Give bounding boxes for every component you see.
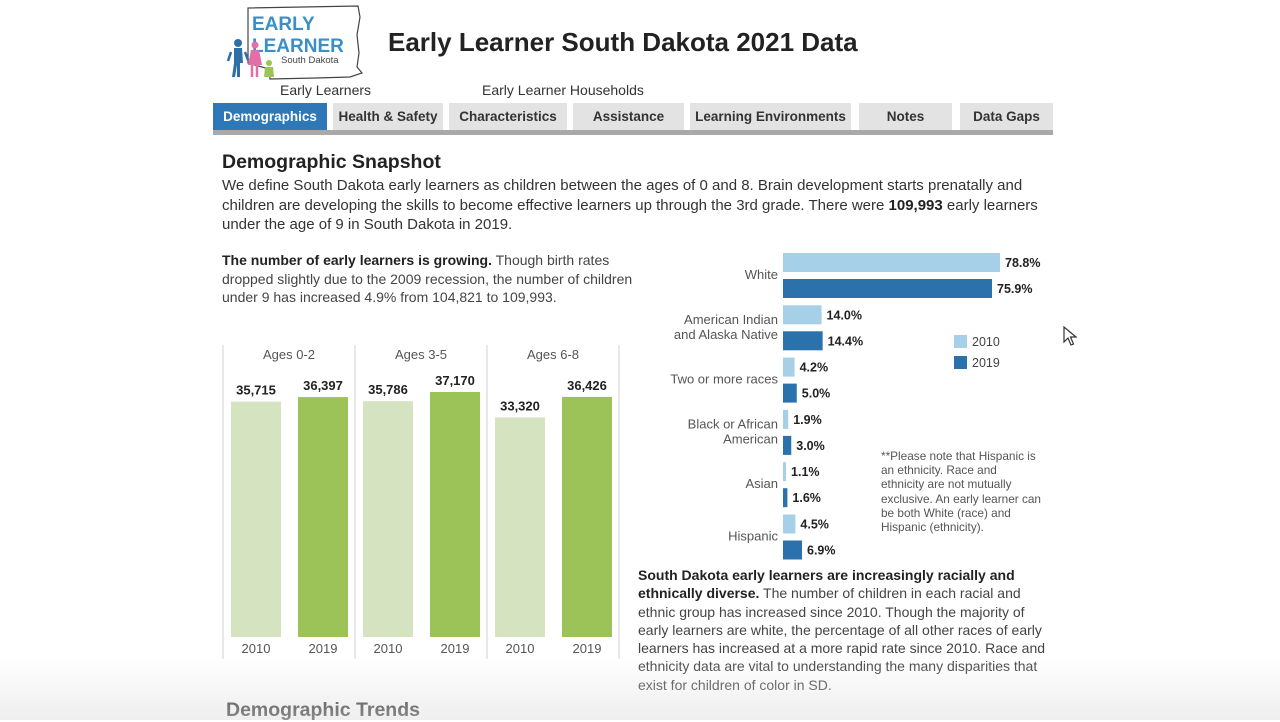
link-early-learner-households[interactable]: Early Learner Households (482, 82, 644, 98)
bar-2010 (783, 357, 795, 377)
bar-percent-label: 1.6% (792, 491, 821, 505)
tab-bar-underline (213, 130, 1053, 135)
bar-2019 (783, 331, 823, 351)
bar-percent-label: 3.0% (796, 439, 825, 453)
category-label: and Alaska Native (674, 327, 778, 342)
bar-ages-0-2-2010 (231, 401, 281, 637)
bar-2019 (783, 488, 788, 508)
link-early-learners[interactable]: Early Learners (280, 82, 372, 98)
panel-label: Ages 0-2 (263, 347, 315, 362)
category-label: Two or more races (670, 372, 778, 387)
growth-body: Though birth rates dropped slightly due … (222, 252, 633, 305)
year-tick-label: 2019 (573, 641, 602, 656)
year-tick-label: 2019 (441, 641, 470, 656)
bar-percent-label: 75.9% (997, 282, 1032, 296)
bar-percent-label: 78.8% (1005, 256, 1040, 270)
intro-text-end: early learners under the age of 9 in Sou… (222, 196, 1038, 234)
year-tick-label: 2019 (309, 641, 338, 656)
bar-value-label: 37,170 (435, 373, 475, 388)
panel-label: Ages 3-5 (395, 347, 447, 362)
legend-label-2019: 2019 (972, 356, 1000, 370)
logo-word-learner: LEARNER (252, 36, 344, 57)
bar-percent-label: 4.5% (800, 518, 829, 532)
bar-percent-label: 14.0% (827, 308, 862, 322)
bar-2019 (783, 540, 803, 560)
bar-value-label: 35,786 (368, 382, 408, 397)
category-label: Black or African (688, 416, 778, 431)
panel-label: Ages 6-8 (527, 347, 579, 362)
year-tick-label: 2010 (374, 641, 403, 656)
bar-ages-6-8-2010 (495, 417, 545, 637)
bar-2019 (783, 435, 792, 455)
growth-paragraph: The number of early learners is growing.… (222, 251, 642, 307)
bar-2010 (783, 305, 822, 325)
section-title-demographic-snapshot: Demographic Snapshot (222, 151, 441, 173)
bar-2010 (783, 409, 789, 429)
intro-total-count: 109,993 (888, 196, 943, 214)
age-group-bar-chart: Ages 0-2 35,715 2010 36,397 2019 Ages 3-5 35,7… (222, 345, 620, 659)
bar-value-label: 35,715 (236, 383, 276, 398)
logo-word-south-dakota: South Dakota (281, 55, 339, 66)
legend-swatch-2019 (954, 356, 967, 369)
category-label: American Indian (684, 312, 778, 327)
bar-percent-label: 1.1% (791, 465, 820, 479)
bar-2019 (783, 383, 797, 403)
bar-ages-0-2-2019 (298, 397, 348, 637)
tab-learning-environments[interactable]: Learning Environments (690, 103, 851, 130)
category-label: White (745, 267, 778, 282)
intro-text: We define South Dakota early learners as… (222, 177, 1023, 214)
logo-word-early: EARLY (252, 14, 315, 35)
tab-demographics[interactable]: Demographics (213, 103, 327, 130)
category-label: Hispanic (728, 529, 778, 544)
tab-health-safety[interactable]: Health & Safety (333, 103, 443, 130)
early-learner-logo[interactable]: EARLY LEARNER South Dakota (226, 5, 364, 80)
bar-percent-label: 6.9% (807, 544, 836, 558)
diversity-paragraph: South Dakota early learners are increasi… (638, 566, 1058, 694)
year-tick-label: 2010 (506, 641, 535, 656)
snapshot-intro-paragraph: We define South Dakota early learners as… (222, 176, 1052, 235)
hispanic-ethnicity-note: **Please note that Hispanic is an ethnic… (881, 449, 1041, 535)
bar-percent-label: 5.0% (802, 387, 831, 401)
diversity-heading: South Dakota early learners are increasi… (638, 567, 1015, 602)
bar-ages-3-5-2010 (363, 401, 413, 637)
bar-2010 (783, 253, 1000, 272)
bar-ages-3-5-2019 (430, 392, 480, 637)
tab-bar: Demographics Health & Safety Characteris… (213, 103, 1053, 136)
page-title: Early Learner South Dakota 2021 Data (388, 27, 858, 57)
bar-percent-label: 1.9% (793, 413, 822, 427)
bar-2010 (783, 462, 787, 482)
bar-percent-label: 14.4% (828, 334, 863, 348)
tab-characteristics[interactable]: Characteristics (449, 103, 567, 130)
category-label: American (723, 431, 778, 446)
tab-notes[interactable]: Notes (859, 103, 952, 130)
bar-percent-label: 4.2% (800, 361, 829, 375)
category-label: Asian (745, 476, 778, 491)
bar-ages-6-8-2019 (562, 396, 612, 637)
year-tick-label: 2010 (242, 641, 271, 656)
tab-data-gaps[interactable]: Data Gaps (960, 103, 1053, 130)
legend-swatch-2010 (954, 335, 967, 348)
bar-value-label: 36,397 (303, 378, 343, 393)
growth-heading: The number of early learners is growing. (222, 252, 492, 268)
bar-2019 (783, 279, 993, 298)
tab-assistance[interactable]: Assistance (573, 103, 684, 130)
legend-label-2010: 2010 (972, 335, 1000, 349)
section-title-demographic-trends: Demographic Trends (226, 699, 420, 721)
children-figures-icon (226, 39, 274, 77)
bar-value-label: 33,320 (500, 398, 540, 413)
bar-value-label: 36,426 (567, 378, 607, 393)
mouse-pointer-icon (1063, 326, 1077, 346)
diversity-body: The number of children in each racial an… (638, 585, 1046, 693)
bar-2010 (783, 514, 796, 534)
